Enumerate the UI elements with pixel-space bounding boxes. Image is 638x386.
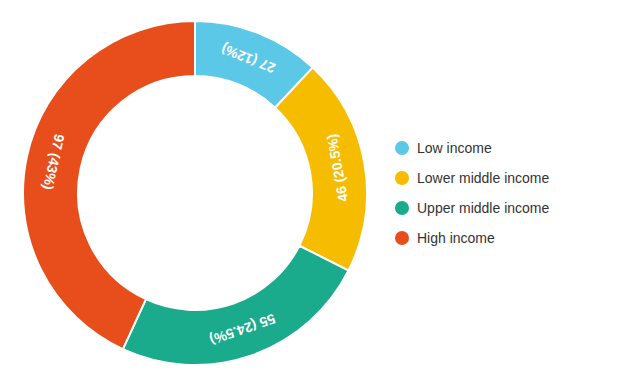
legend-label: Lower middle income (417, 170, 549, 186)
legend-marker (395, 231, 409, 245)
legend-label: Upper middle income (417, 200, 549, 216)
legend-marker (395, 201, 409, 215)
legend-marker (395, 141, 409, 155)
legend: Low income Lower middle income Upper middl… (395, 140, 549, 246)
data-label: 55 (24.5%) (208, 311, 278, 349)
legend-item: Low income (395, 140, 492, 156)
slice (23, 21, 195, 349)
data-label: 97 (43%) (40, 133, 68, 192)
chart: 27 (12%) 46 (20.5%) 55 (24.5%) 97 (43%) Low … (0, 0, 638, 386)
legend-marker (395, 171, 409, 185)
slice (123, 246, 349, 365)
plot: 27 (12%) 46 (20.5%) 55 (24.5%) 97 (43%) (23, 21, 367, 365)
data-label: 27 (12%) (219, 41, 278, 77)
legend-item: Lower middle income (395, 170, 549, 186)
legend-label: Low income (417, 140, 492, 156)
slices (23, 21, 367, 365)
legend-label: High income (417, 230, 495, 246)
legend-item: High income (395, 230, 495, 246)
data-label: 46 (20.5%) (323, 133, 351, 203)
slice (275, 68, 367, 271)
legend-item: Upper middle income (395, 200, 549, 216)
data-labels: 27 (12%) 46 (20.5%) 55 (24.5%) 97 (43%) (40, 41, 351, 348)
